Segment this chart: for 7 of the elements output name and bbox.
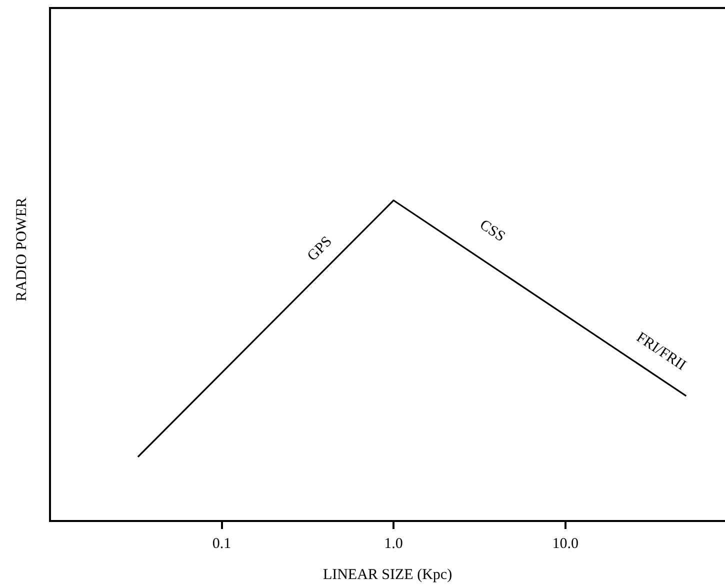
x-tick-label: 1.0	[384, 536, 403, 552]
x-tick-label: 10.0	[552, 536, 578, 552]
x-axis-title: LINEAR SIZE (Kpc)	[322, 566, 452, 583]
annotation: GPS	[304, 234, 336, 264]
x-tick-label: 0.1	[212, 536, 232, 552]
y-axis-title: RADIO POWER	[14, 198, 30, 302]
annotation: CSS	[476, 217, 508, 246]
